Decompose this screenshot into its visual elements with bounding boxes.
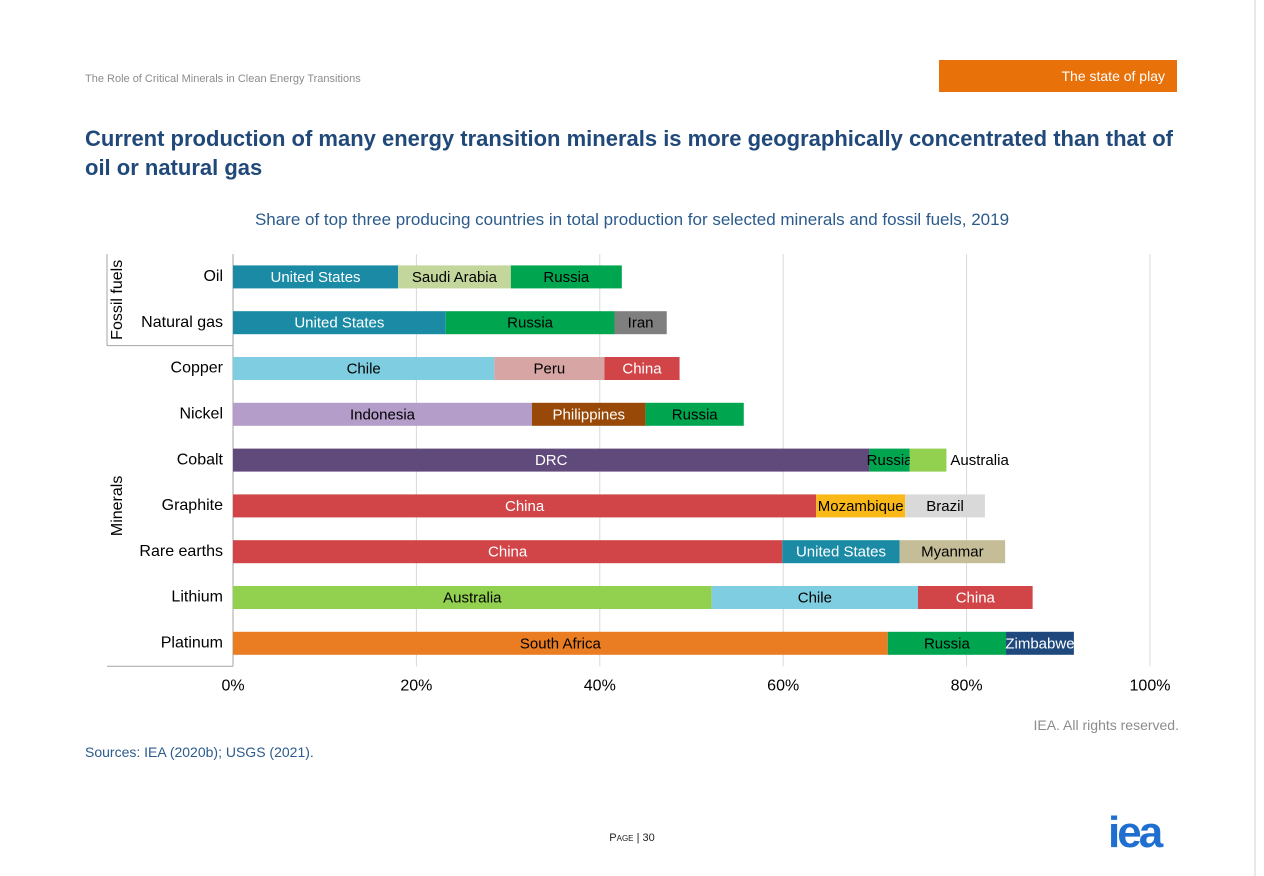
segment-label: Chile <box>798 589 832 606</box>
bar-segment <box>899 540 1006 564</box>
category-label: Oil <box>203 268 223 285</box>
chart-title: Current production of many energy transi… <box>85 126 1173 180</box>
segment-label: Iran <box>628 315 654 332</box>
category-label: Lithium <box>171 589 223 606</box>
segment-label: Peru <box>534 360 566 377</box>
bar-segment <box>782 540 900 564</box>
bar-segment <box>645 402 744 426</box>
category-label: Platinum <box>161 635 223 652</box>
bar-segment <box>233 631 888 655</box>
segment-label: China <box>505 498 545 515</box>
segment-label: Russia <box>507 315 554 332</box>
segment-label: China <box>956 589 996 606</box>
segment-label: China <box>622 360 662 377</box>
bar-segment <box>445 311 615 335</box>
segment-label: Saudi Arabia <box>412 269 498 286</box>
category-label: Cobalt <box>177 451 224 468</box>
segment-label: Russia <box>672 406 719 423</box>
category-label: Nickel <box>179 406 223 423</box>
segment-label: Indonesia <box>350 406 416 423</box>
bar-segment <box>233 402 532 426</box>
segment-label: United States <box>270 269 360 286</box>
group-label: Fossil fuels <box>109 260 126 340</box>
running-title: The Role of Critical Minerals in Clean E… <box>85 73 361 85</box>
x-tick-label: 20% <box>400 677 432 694</box>
bar-segment <box>233 265 399 289</box>
x-tick-label: 60% <box>767 677 799 694</box>
bar-segment <box>233 494 817 518</box>
bar-segment <box>711 586 918 609</box>
segment-label: Chile <box>347 360 381 377</box>
segment-label: Myanmar <box>921 544 984 561</box>
chart-subtitle: Share of top three producing countries i… <box>254 210 1010 229</box>
category-label: Copper <box>171 360 224 377</box>
x-tick-label: 80% <box>951 677 983 694</box>
bar-segment <box>233 357 495 380</box>
section-badge: The state of play <box>939 60 1177 92</box>
sources: Sources: IEA (2020b); USGS (2021). <box>85 744 314 760</box>
x-tick-label: 0% <box>221 677 244 694</box>
segment-label: Russia <box>924 635 971 652</box>
segment-label: United States <box>294 315 384 332</box>
segment-label: South Africa <box>520 635 602 652</box>
bar-segment <box>233 448 870 472</box>
segment-label: Russia <box>543 269 590 286</box>
category-label: Natural gas <box>141 314 223 331</box>
segment-label: China <box>488 544 528 561</box>
category-label: Rare earths <box>139 543 223 560</box>
bar-segment <box>614 311 667 335</box>
segment-label: DRC <box>535 452 568 469</box>
bar-segment <box>233 540 783 564</box>
bar-segment <box>398 265 511 289</box>
segment-label: Mozambique <box>818 498 904 515</box>
segment-label: Brazil <box>926 498 964 515</box>
bar-segment <box>604 357 680 380</box>
segment-label: Australia <box>950 452 1009 469</box>
bar-segment <box>887 631 1007 655</box>
page-number: Page | 30 <box>609 832 655 844</box>
bar-segment <box>905 494 985 518</box>
bar-segment <box>917 586 1033 609</box>
segment-label: United States <box>796 544 886 561</box>
segment-label: Zimbabwe <box>1005 635 1074 652</box>
bar-segment <box>531 402 646 426</box>
bar-segment <box>510 265 622 289</box>
bar-segment <box>1006 631 1074 655</box>
bar-segment <box>909 448 947 472</box>
x-tick-label: 40% <box>584 677 616 694</box>
group-label: Minerals <box>109 476 126 536</box>
segment-label: Philippines <box>553 406 626 423</box>
logo: iea <box>1108 808 1163 857</box>
bar-segment <box>816 494 906 518</box>
x-tick-label: 100% <box>1130 677 1171 694</box>
credit: IEA. All rights reserved. <box>1033 717 1179 733</box>
bar-segment <box>494 357 605 380</box>
category-label: Graphite <box>162 497 223 514</box>
segment-label: Russia <box>867 452 914 469</box>
bar-segment <box>869 448 910 472</box>
segment-label: Australia <box>443 589 502 606</box>
bar-segment <box>233 311 446 335</box>
bar-segment <box>233 586 712 609</box>
